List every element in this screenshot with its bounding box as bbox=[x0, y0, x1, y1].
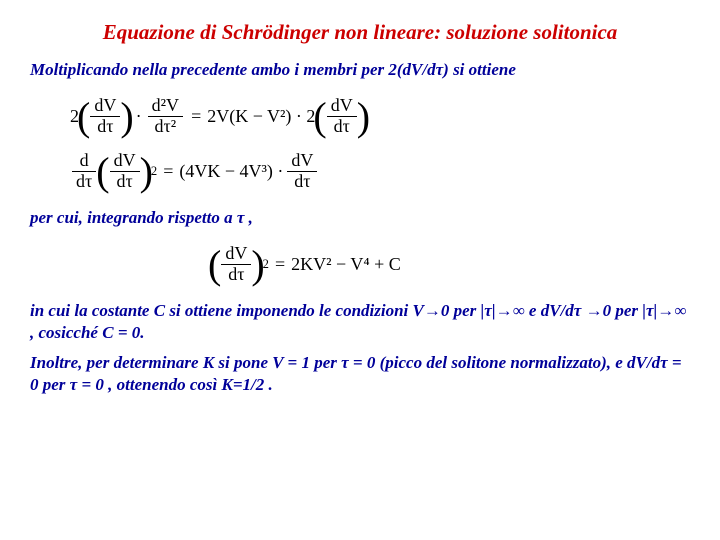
lparen-icon: ( bbox=[208, 241, 221, 288]
eq3-frac-den: dτ bbox=[221, 265, 251, 285]
eq1-rhs-frac: dV dτ bbox=[327, 96, 357, 137]
eq2-eq: = bbox=[163, 161, 173, 182]
eq1-rhs-frac-num: dV bbox=[327, 96, 357, 117]
eq2-outer-num: d bbox=[72, 151, 96, 172]
rparen-icon: ) bbox=[357, 93, 370, 140]
eq2-outer-den: dτ bbox=[72, 172, 96, 192]
lparen-icon: ( bbox=[313, 93, 326, 140]
paragraph-1: Moltiplicando nella precedente ambo i me… bbox=[30, 59, 690, 81]
eq1-frac2-num: d²V bbox=[148, 96, 183, 117]
rparen-icon: ) bbox=[120, 93, 133, 140]
page-title: Equazione di Schrödinger non lineare: so… bbox=[30, 20, 690, 45]
eq2-rhs-frac-num: dV bbox=[287, 151, 317, 172]
eq2-inner-num: dV bbox=[110, 151, 140, 172]
eq1-frac2-den: dτ² bbox=[148, 117, 183, 137]
eq3-frac-num: dV bbox=[221, 244, 251, 265]
eq1-frac2: d²V dτ² bbox=[148, 96, 183, 137]
eq3-exp: 2 bbox=[263, 257, 269, 272]
eq1-frac1-num: dV bbox=[90, 96, 120, 117]
lparen-icon: ( bbox=[96, 148, 109, 195]
eq1-dot: · bbox=[136, 106, 142, 127]
eq2-rhs-frac-den: dτ bbox=[287, 172, 317, 192]
paragraph-2: per cui, integrando rispetto a τ , bbox=[30, 207, 690, 229]
eq2-rhs-frac: dV dτ bbox=[287, 151, 317, 192]
eq1-frac1-den: dτ bbox=[90, 117, 120, 137]
eq2-rhs: (4VK − 4V³) · bbox=[179, 161, 283, 182]
eq3-rhs: 2KV² − V⁴ + C bbox=[291, 254, 401, 275]
eq3-eq: = bbox=[275, 254, 285, 275]
equation-3: ( dV dτ ) 2 = 2KV² − V⁴ + C bbox=[210, 241, 690, 288]
paragraph-3: in cui la costante C si ottiene imponend… bbox=[30, 300, 690, 344]
eq2-exp: 2 bbox=[151, 164, 157, 179]
eq1-frac1: dV dτ bbox=[90, 96, 120, 137]
eq2-inner-den: dτ bbox=[110, 172, 140, 192]
eq3-frac: dV dτ bbox=[221, 244, 251, 285]
lparen-icon: ( bbox=[77, 93, 90, 140]
eq2-inner-frac: dV dτ bbox=[110, 151, 140, 192]
eq1-rhs-a: 2V(K − V²) · 2 bbox=[207, 106, 315, 127]
eq1-rhs-frac-den: dτ bbox=[327, 117, 357, 137]
eq1-eq: = bbox=[191, 106, 201, 127]
equation-1: 2 ( dV dτ ) · d²V dτ² = 2V(K − V²) · 2 (… bbox=[70, 93, 690, 195]
paragraph-4: Inoltre, per determinare K si pone V = 1… bbox=[30, 352, 690, 396]
eq2-outer-frac: d dτ bbox=[72, 151, 96, 192]
